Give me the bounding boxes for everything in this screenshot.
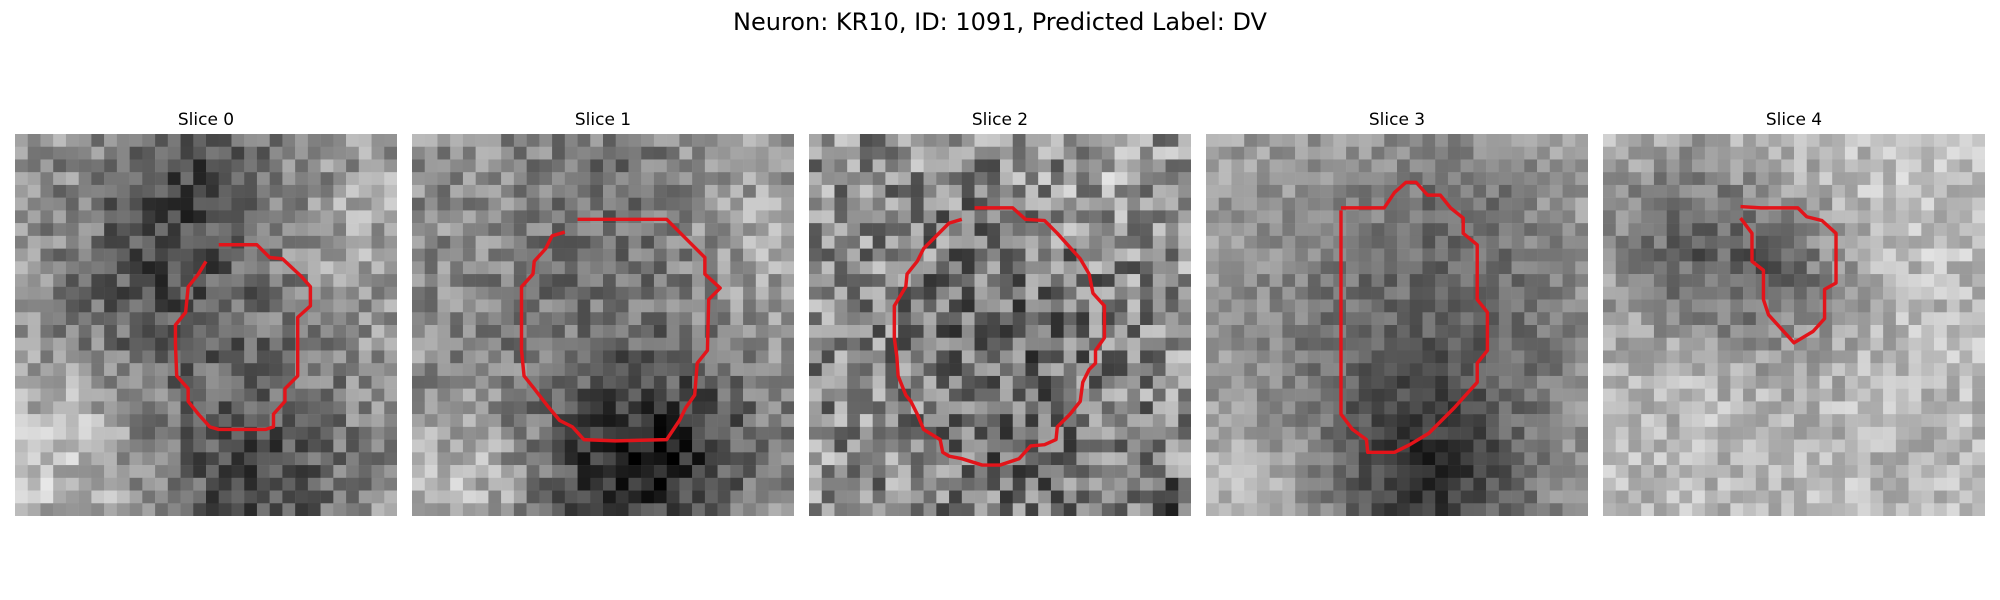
slice-image xyxy=(1206,134,1588,516)
slice-panel-1: Slice 1 xyxy=(412,108,794,516)
grayscale-pixel-grid xyxy=(809,134,1191,516)
slice-title: Slice 4 xyxy=(1765,110,1823,130)
slice-image xyxy=(1603,134,1985,516)
slice-image xyxy=(15,134,397,516)
neuron-contour xyxy=(1739,204,1838,345)
slice-title: Slice 3 xyxy=(1368,110,1426,130)
neuron-contour xyxy=(892,206,1107,467)
figure-title: Neuron: KR10, ID: 1091, Predicted Label:… xyxy=(733,8,1267,36)
slice-image xyxy=(412,134,794,516)
grayscale-pixel-grid xyxy=(15,134,397,516)
neuron-contour xyxy=(173,243,313,432)
grayscale-pixel-grid xyxy=(1603,134,1985,516)
slice-panel-0: Slice 0 xyxy=(15,108,397,516)
neuron-contour xyxy=(1339,180,1490,455)
neuron-contour xyxy=(519,217,722,443)
slice-panel-2: Slice 2 xyxy=(809,108,1191,516)
slice-title: Slice 2 xyxy=(971,110,1029,130)
slice-panel-3: Slice 3 xyxy=(1206,108,1588,516)
slice-title: Slice 0 xyxy=(177,110,235,130)
slice-panel-4: Slice 4 xyxy=(1603,108,1985,516)
slice-image xyxy=(809,134,1191,516)
grayscale-pixel-grid xyxy=(1206,134,1588,516)
grayscale-pixel-grid xyxy=(412,134,794,516)
slice-title: Slice 1 xyxy=(574,110,632,130)
